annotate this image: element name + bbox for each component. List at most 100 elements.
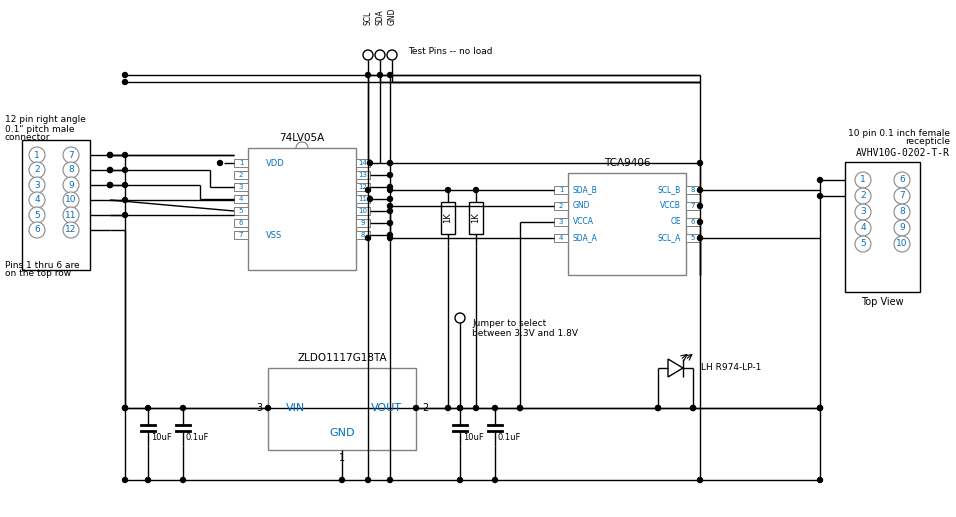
Circle shape	[690, 405, 696, 410]
Circle shape	[817, 405, 822, 410]
Circle shape	[817, 478, 822, 482]
Circle shape	[894, 172, 910, 188]
Text: TCA9406: TCA9406	[604, 158, 650, 168]
Bar	[22, 140, 90, 270]
Circle shape	[29, 177, 45, 193]
Text: 8: 8	[691, 187, 695, 193]
Circle shape	[365, 72, 371, 78]
Circle shape	[63, 162, 79, 178]
Circle shape	[122, 183, 127, 188]
Circle shape	[29, 162, 45, 178]
Circle shape	[656, 405, 661, 410]
Circle shape	[365, 188, 371, 192]
Circle shape	[122, 197, 127, 203]
Text: 74LV05A: 74LV05A	[279, 133, 325, 143]
Text: AVHV10G-0202-T-R: AVHV10G-0202-T-R	[856, 148, 950, 158]
Bar	[248, 148, 356, 270]
Bar	[268, 368, 416, 450]
Text: SCL_A: SCL_A	[658, 234, 681, 242]
Circle shape	[365, 478, 371, 482]
Bar	[686, 202, 700, 210]
Circle shape	[145, 405, 150, 410]
Text: GND: GND	[573, 202, 591, 210]
Circle shape	[855, 188, 871, 204]
Bar	[469, 202, 483, 234]
Text: 2: 2	[239, 172, 243, 178]
Text: LH R974-LP-1: LH R974-LP-1	[701, 363, 761, 373]
Circle shape	[387, 173, 393, 177]
Circle shape	[375, 50, 385, 60]
Text: 5: 5	[34, 210, 40, 220]
Circle shape	[122, 80, 127, 84]
Circle shape	[855, 220, 871, 236]
Circle shape	[387, 188, 393, 192]
Circle shape	[367, 160, 373, 165]
Text: 12 pin right angle: 12 pin right angle	[5, 115, 86, 125]
Bar	[234, 231, 248, 239]
Circle shape	[387, 233, 393, 237]
Circle shape	[367, 196, 373, 202]
Circle shape	[122, 405, 127, 410]
Text: Pins 1 thru 6 are: Pins 1 thru 6 are	[5, 261, 79, 269]
Text: 2: 2	[860, 191, 866, 201]
Text: 8: 8	[68, 165, 74, 175]
Bar	[686, 186, 700, 194]
Circle shape	[387, 160, 393, 165]
Text: 3: 3	[558, 219, 563, 225]
Text: Top View: Top View	[861, 297, 903, 307]
Text: 6: 6	[900, 175, 905, 185]
Bar	[356, 183, 370, 191]
Circle shape	[817, 405, 822, 410]
Circle shape	[855, 172, 871, 188]
Circle shape	[458, 405, 463, 410]
Circle shape	[218, 160, 223, 165]
Bar	[356, 219, 370, 227]
Text: SCL_B: SCL_B	[658, 186, 681, 194]
Circle shape	[63, 147, 79, 163]
Text: 1: 1	[34, 150, 40, 160]
Circle shape	[365, 236, 371, 240]
Text: SDA: SDA	[376, 9, 384, 25]
Circle shape	[698, 220, 703, 224]
Text: 3: 3	[34, 180, 40, 190]
Bar	[234, 183, 248, 191]
Text: 7: 7	[900, 191, 905, 201]
Bar	[356, 195, 370, 203]
Circle shape	[63, 222, 79, 238]
Text: Test Pins -- no load: Test Pins -- no load	[408, 48, 492, 56]
Text: 5: 5	[691, 235, 695, 241]
Circle shape	[387, 196, 393, 202]
Circle shape	[473, 188, 479, 192]
Text: 8: 8	[360, 232, 365, 238]
Bar	[686, 218, 700, 226]
Circle shape	[387, 50, 397, 60]
Circle shape	[29, 222, 45, 238]
Circle shape	[517, 405, 523, 410]
Text: VCCB: VCCB	[661, 202, 681, 210]
Circle shape	[698, 160, 703, 165]
Text: 5: 5	[860, 239, 866, 249]
Circle shape	[445, 188, 450, 192]
Circle shape	[656, 405, 661, 410]
Text: 7: 7	[68, 150, 74, 160]
Circle shape	[387, 208, 393, 214]
Text: VSS: VSS	[266, 231, 282, 239]
Bar	[356, 207, 370, 215]
Circle shape	[29, 207, 45, 223]
Circle shape	[387, 185, 393, 190]
Circle shape	[894, 220, 910, 236]
Text: 0.1" pitch male: 0.1" pitch male	[5, 125, 75, 133]
Text: VOUT: VOUT	[371, 403, 402, 413]
Circle shape	[445, 405, 450, 410]
Circle shape	[473, 405, 479, 410]
Text: 12: 12	[65, 225, 76, 235]
Text: 6: 6	[34, 225, 40, 235]
Circle shape	[122, 168, 127, 173]
Text: 2: 2	[422, 403, 428, 413]
Circle shape	[107, 153, 113, 158]
Bar	[356, 231, 370, 239]
Bar	[554, 202, 568, 210]
Circle shape	[387, 72, 393, 78]
Bar	[568, 173, 686, 275]
Text: GND: GND	[329, 428, 355, 438]
